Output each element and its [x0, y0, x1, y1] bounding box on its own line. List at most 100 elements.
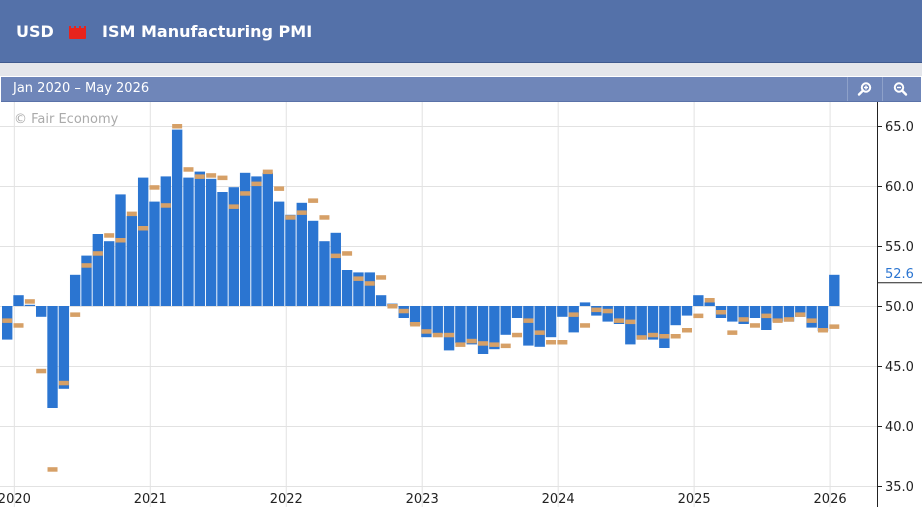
actual-bar[interactable]: [364, 272, 375, 306]
actual-bar[interactable]: [47, 306, 58, 408]
actual-bar[interactable]: [772, 306, 783, 322]
forecast-marker[interactable]: [330, 253, 341, 259]
forecast-marker[interactable]: [466, 338, 477, 344]
actual-bar[interactable]: [738, 306, 749, 324]
actual-bar[interactable]: [647, 306, 659, 340]
actual-bar[interactable]: [409, 306, 421, 326]
actual-bar[interactable]: [636, 306, 647, 340]
actual-bar[interactable]: [432, 306, 443, 334]
actual-bar[interactable]: [171, 129, 183, 306]
actual-bar[interactable]: [795, 306, 806, 317]
forecast-marker[interactable]: [432, 332, 443, 338]
forecast-marker[interactable]: [455, 342, 466, 347]
forecast-marker[interactable]: [24, 299, 35, 304]
forecast-marker[interactable]: [602, 308, 613, 314]
actual-bar[interactable]: [727, 306, 738, 322]
actual-bar[interactable]: [613, 306, 625, 324]
actual-bar[interactable]: [817, 306, 829, 332]
forecast-marker[interactable]: [228, 204, 239, 209]
actual-bar[interactable]: [273, 201, 285, 306]
forecast-marker[interactable]: [693, 313, 704, 319]
actual-bar[interactable]: [307, 220, 319, 306]
forecast-marker[interactable]: [262, 169, 273, 175]
actual-bar[interactable]: [319, 241, 330, 306]
forecast-marker[interactable]: [591, 307, 602, 313]
actual-bar[interactable]: [806, 306, 817, 328]
actual-bar[interactable]: [704, 302, 715, 306]
actual-bar[interactable]: [659, 306, 670, 348]
actual-bar[interactable]: [681, 306, 693, 316]
forecast-marker[interactable]: [138, 226, 149, 231]
actual-bar[interactable]: [523, 306, 534, 346]
forecast-marker[interactable]: [160, 203, 171, 208]
forecast-marker[interactable]: [387, 304, 398, 309]
actual-bar[interactable]: [194, 171, 206, 306]
forecast-marker[interactable]: [115, 238, 126, 243]
forecast-marker[interactable]: [817, 328, 828, 333]
actual-bar[interactable]: [115, 194, 126, 306]
actual-bar[interactable]: [783, 306, 795, 322]
forecast-marker[interactable]: [126, 211, 137, 217]
forecast-marker[interactable]: [625, 319, 636, 325]
forecast-marker[interactable]: [285, 215, 296, 220]
actual-bar[interactable]: [137, 177, 149, 306]
forecast-marker[interactable]: [376, 275, 387, 280]
actual-bar[interactable]: [92, 234, 104, 306]
actual-bar[interactable]: [205, 178, 217, 306]
actual-bar[interactable]: [103, 241, 115, 306]
actual-bar[interactable]: [251, 176, 262, 306]
actual-bar[interactable]: [239, 172, 251, 306]
forecast-marker[interactable]: [58, 380, 69, 386]
forecast-marker[interactable]: [353, 276, 364, 281]
actual-bar[interactable]: [285, 214, 296, 306]
forecast-marker[interactable]: [478, 341, 489, 346]
forecast-marker[interactable]: [500, 343, 511, 349]
forecast-marker[interactable]: [81, 263, 92, 268]
forecast-marker[interactable]: [682, 328, 692, 333]
forecast-marker[interactable]: [194, 174, 205, 179]
actual-bar[interactable]: [829, 274, 840, 306]
actual-bar[interactable]: [421, 306, 432, 338]
actual-bar[interactable]: [602, 306, 613, 322]
actual-bar[interactable]: [160, 176, 172, 306]
actual-bar[interactable]: [545, 306, 557, 338]
actual-bar[interactable]: [296, 202, 307, 306]
forecast-marker[interactable]: [783, 317, 794, 322]
forecast-marker[interactable]: [523, 318, 534, 323]
forecast-marker[interactable]: [47, 467, 58, 472]
actual-bar[interactable]: [568, 306, 579, 333]
forecast-marker[interactable]: [398, 308, 409, 314]
actual-bar[interactable]: [126, 216, 138, 306]
forecast-marker[interactable]: [36, 368, 47, 374]
actual-bar[interactable]: [534, 306, 545, 347]
forecast-marker[interactable]: [636, 335, 647, 340]
forecast-marker[interactable]: [342, 251, 353, 256]
forecast-marker[interactable]: [319, 215, 330, 220]
forecast-marker[interactable]: [149, 185, 160, 190]
forecast-marker[interactable]: [512, 332, 523, 338]
actual-bar[interactable]: [749, 306, 761, 318]
actual-bar[interactable]: [500, 306, 511, 335]
actual-bar[interactable]: [511, 306, 523, 318]
actual-bar[interactable]: [375, 295, 387, 306]
actual-bar[interactable]: [69, 274, 81, 306]
forecast-marker[interactable]: [410, 322, 421, 327]
forecast-marker[interactable]: [296, 210, 307, 215]
forecast-marker[interactable]: [806, 318, 817, 323]
forecast-marker[interactable]: [92, 251, 103, 256]
forecast-marker[interactable]: [274, 186, 285, 191]
forecast-marker[interactable]: [568, 312, 579, 317]
actual-bar[interactable]: [693, 295, 704, 306]
actual-bar[interactable]: [466, 306, 477, 345]
forecast-marker[interactable]: [659, 334, 670, 339]
zoom-in-button[interactable]: [847, 77, 882, 101]
forecast-marker[interactable]: [172, 124, 183, 129]
forecast-marker[interactable]: [795, 312, 806, 317]
forecast-marker[interactable]: [546, 340, 557, 345]
forecast-marker[interactable]: [364, 281, 375, 286]
actual-bar[interactable]: [477, 306, 489, 354]
forecast-marker[interactable]: [240, 191, 251, 196]
actual-bar[interactable]: [13, 295, 24, 306]
forecast-marker[interactable]: [772, 318, 783, 323]
forecast-marker[interactable]: [2, 318, 13, 323]
